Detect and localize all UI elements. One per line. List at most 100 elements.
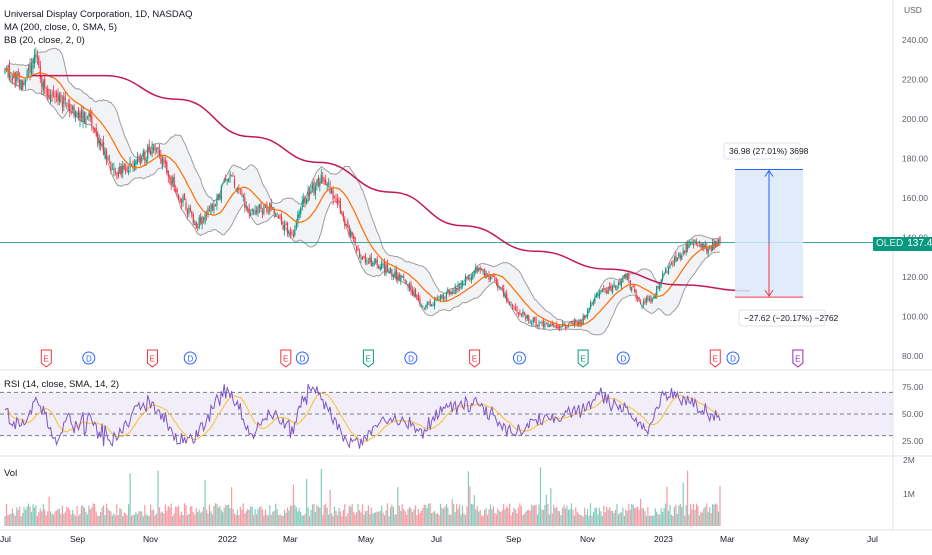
volume-bar [82, 505, 84, 526]
candle-body [525, 315, 527, 319]
candle-body [344, 220, 346, 226]
volume-bar [285, 512, 287, 526]
candle-body [657, 286, 659, 288]
candle-body [529, 322, 531, 324]
candle-body [128, 170, 130, 173]
earnings-marker-label: E [580, 355, 585, 364]
candle-body [11, 78, 13, 81]
candle-body [136, 157, 138, 164]
candle-body [253, 211, 255, 213]
volume-bar [107, 508, 109, 526]
candle-body [667, 268, 670, 273]
candle-body [32, 59, 34, 69]
volume-bar [670, 514, 673, 526]
volume-bar [286, 507, 289, 526]
candle-body [192, 214, 194, 223]
volume-bar [78, 515, 80, 526]
candle-body [13, 73, 15, 78]
volume-bar [634, 507, 636, 526]
volume-bar [459, 504, 461, 526]
candle-body [409, 284, 411, 289]
volume-bar [363, 514, 365, 526]
candle-body [189, 207, 191, 211]
volume-bar [232, 509, 234, 526]
candle-body [317, 177, 319, 185]
candle-body [219, 195, 221, 199]
volume-bar [419, 513, 421, 526]
vol-axis-tick-label: 2M [903, 455, 915, 465]
candle-body [33, 55, 35, 64]
volume-bar [547, 503, 549, 526]
candle-body [436, 298, 439, 300]
volume-bar [180, 511, 183, 526]
volume-bar [451, 499, 453, 526]
candle-body [298, 212, 300, 218]
candle-body [684, 251, 686, 253]
candle-body [538, 323, 540, 327]
candle-body [188, 207, 190, 214]
candle-body [63, 96, 65, 105]
bb-legend[interactable]: BB (20, close, 2, 0) [4, 35, 85, 46]
candle-body [528, 315, 530, 321]
volume-bar [603, 505, 605, 526]
volume-bar [129, 473, 131, 526]
volume-bar [195, 507, 197, 526]
candle-body [304, 196, 306, 203]
candle-body [126, 166, 128, 173]
volume-bar [420, 510, 422, 526]
volume-bar [460, 514, 462, 526]
candle-body [413, 290, 415, 297]
candle-body [89, 112, 91, 118]
ma-legend[interactable]: MA (200, close, 0, SMA, 5) [4, 22, 117, 33]
volume-bar [538, 504, 540, 526]
candle-body [319, 182, 321, 187]
candle-body [417, 295, 419, 300]
candle-body [564, 326, 567, 328]
candle-body [650, 296, 652, 303]
candle-body [514, 306, 517, 309]
candle-body [459, 286, 461, 288]
candle-body [70, 110, 72, 112]
volume-bar [501, 510, 503, 526]
volume-bar [20, 516, 22, 526]
volume-bar [360, 512, 362, 526]
candle-body [491, 275, 493, 276]
candle-body [256, 210, 258, 213]
candle-body [204, 214, 206, 223]
candle-body [310, 190, 312, 194]
candle-body [592, 301, 595, 304]
volume-bar [298, 508, 300, 526]
candle-body [534, 317, 536, 320]
candle-body [675, 255, 677, 262]
volume-bar [197, 512, 199, 526]
volume-bar [29, 506, 31, 526]
candle-body [512, 304, 514, 307]
candle-body [406, 281, 408, 283]
candle-body [145, 159, 147, 163]
candle-body [172, 177, 174, 183]
candle-body [313, 181, 315, 194]
candle-body [78, 109, 80, 118]
volume-bar [541, 509, 543, 526]
volume-bar [482, 515, 484, 526]
candle-body [710, 246, 712, 252]
candle-body [292, 234, 294, 237]
volume-bar [257, 509, 259, 526]
rsi-legend[interactable]: RSI (14, close, SMA, 14, 2) [4, 379, 120, 390]
candle-body [45, 87, 47, 89]
volume-bar [461, 505, 464, 526]
volume-bar [192, 512, 194, 526]
candle-body [466, 276, 468, 279]
candle-body [617, 282, 620, 285]
candle-body [86, 116, 88, 118]
candle-body [579, 321, 581, 324]
volume-bar [151, 510, 153, 526]
volume-bar [439, 503, 442, 526]
candle-body [247, 209, 249, 211]
volume-bar [188, 514, 190, 526]
candle-body [257, 206, 259, 214]
candle-body [10, 76, 12, 77]
vol-legend[interactable]: Vol [4, 468, 18, 479]
volume-bar [404, 511, 406, 526]
